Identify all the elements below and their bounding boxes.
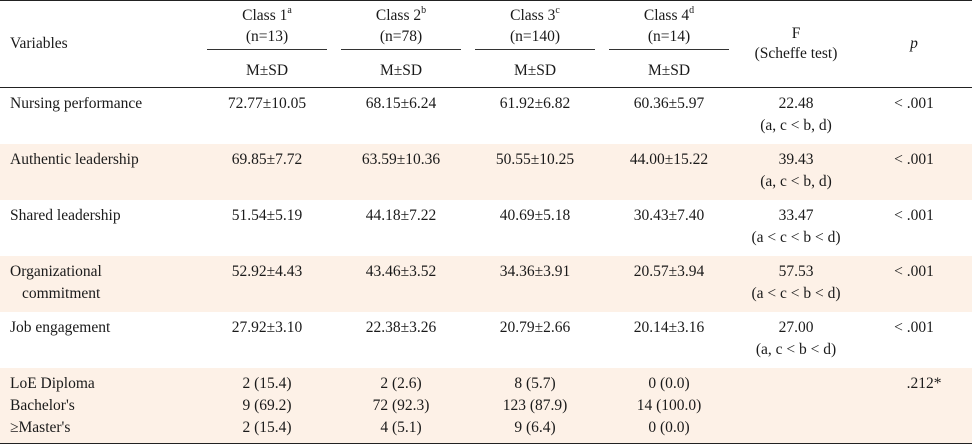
cell-class-1: 27.92±3.10: [231, 318, 303, 336]
table-row: Organizational commitment 52.92±4.43 43.4…: [0, 255, 972, 312]
header-msd-1: M±SD: [245, 62, 289, 79]
cell-p: < .001: [856, 255, 972, 312]
table-row: Nursing performance 72.77±10.05 68.15±6.…: [0, 88, 972, 144]
cell-class-3: 50.55±10.25: [468, 143, 602, 200]
cell-f: 22.48 (a, c < b, d): [760, 95, 832, 134]
header-p: p: [856, 0, 972, 87]
header-class-1: Class 1a (n=13): [200, 0, 334, 55]
cell-p: < .001: [894, 206, 934, 224]
cell-p: < .001: [894, 95, 934, 112]
cell-p: < .001: [856, 143, 972, 200]
cell-class-1: 52.92±4.43: [200, 255, 334, 312]
row-variable: Job engagement: [10, 318, 111, 336]
cell-f: 33.47 (a < c < b < d): [751, 206, 841, 246]
table-row: Authentic leadership 69.85±7.72 63.59±10…: [0, 143, 972, 200]
cell-class-1: 2 (15.4) 9 (69.2) 2 (15.4): [200, 367, 334, 444]
row-variable: Organizational commitment: [0, 255, 200, 312]
cell-class-3: 61.92±6.82: [499, 95, 571, 112]
cell-class-1: 72.77±10.05: [227, 95, 307, 112]
cell-class-4: 20.14±3.16: [633, 318, 705, 336]
header-f: F (Scheffe test): [736, 0, 856, 87]
cell-class-4: 30.43±7.40: [633, 206, 705, 224]
cell-class-2: 63.59±10.36: [334, 143, 468, 200]
cell-class-2: 44.18±7.22: [365, 206, 437, 224]
cell-f: 27.00 (a, c < b < d): [755, 318, 837, 358]
header-msd-2: M±SD: [379, 62, 423, 79]
cell-class-3: 40.69±5.18: [499, 206, 571, 224]
cell-p: < .001: [894, 318, 934, 336]
cell-f: [736, 367, 856, 444]
cell-class-1: 51.54±5.19: [231, 206, 303, 224]
row-variable: Nursing performance: [10, 95, 143, 112]
cell-class-2: 68.15±6.24: [365, 95, 437, 112]
header-class-2: Class 2b (n=78): [334, 0, 468, 55]
table-row: Shared leadership 51.54±5.19 44.18±7.22 …: [0, 200, 972, 256]
cell-f: 39.43 (a, c < b, d): [736, 143, 856, 200]
cell-class-4: 60.36±5.97: [633, 95, 705, 112]
cell-class-2: 2 (2.6) 72 (92.3) 4 (5.1): [334, 367, 468, 444]
cell-class-2: 43.46±3.52: [334, 255, 468, 312]
cell-class-1: 69.85±7.72: [200, 143, 334, 200]
header-variables: Variables: [0, 0, 200, 87]
cell-p: .212*: [856, 367, 972, 444]
cell-class-3: 8 (5.7) 123 (87.9) 9 (6.4): [468, 367, 602, 444]
row-variable: Shared leadership: [10, 206, 121, 224]
cell-class-4: 44.00±15.22: [602, 143, 736, 200]
cell-f: 57.53 (a < c < b < d): [736, 255, 856, 312]
cell-class-4: 0 (0.0) 14 (100.0) 0 (0.0): [602, 367, 736, 444]
table-row: Job engagement 27.92±3.10 22.38±3.26 20.…: [0, 312, 972, 368]
row-variable: Authentic leadership: [0, 143, 200, 200]
row-variable-education: LoE Diploma Bachelor's ≥Master's: [0, 367, 200, 444]
header-class-4: Class 4d (n=14): [602, 0, 736, 55]
cell-class-4: 20.57±3.94: [602, 255, 736, 312]
header-class-3: Class 3c (n=140): [468, 0, 602, 55]
cell-class-2: 22.38±3.26: [365, 318, 437, 336]
table-row-education: LoE Diploma Bachelor's ≥Master's 2 (15.4) 9…: [0, 367, 972, 444]
header-msd-4: M±SD: [647, 62, 691, 79]
header-msd-3: M±SD: [513, 62, 557, 79]
cell-class-3: 34.36±3.91: [468, 255, 602, 312]
cell-class-3: 20.79±2.66: [499, 318, 571, 336]
